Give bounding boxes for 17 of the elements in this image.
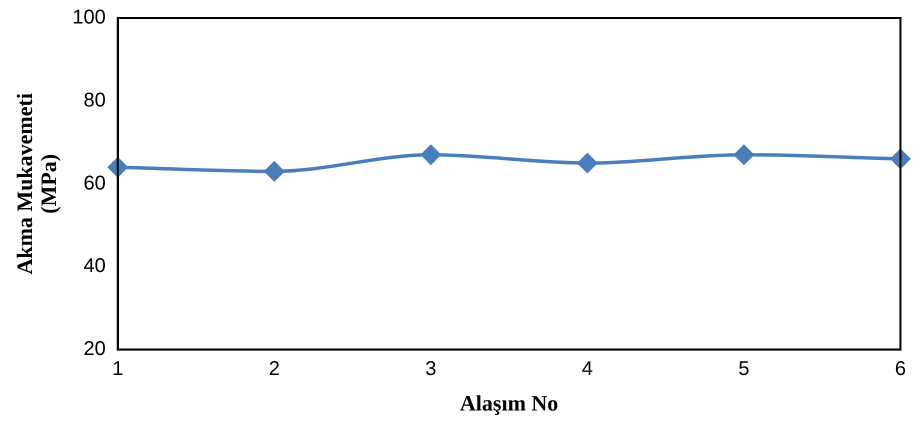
- y-tick-label: 100: [72, 6, 106, 29]
- y-tick-label: 20: [84, 338, 106, 360]
- point: [421, 145, 441, 165]
- x-tick-label: 3: [425, 358, 436, 380]
- y-axis-title: Akma Mukavemeti (MPa): [12, 93, 61, 275]
- x-tick-label: 6: [894, 358, 906, 380]
- x-tick-label: 4: [582, 358, 593, 380]
- y-tick-label: 60: [84, 172, 106, 194]
- x-tick-label: 1: [112, 358, 124, 380]
- point: [264, 162, 284, 182]
- y-tick-label: 80: [84, 89, 106, 112]
- x-tick-label: 2: [268, 358, 280, 380]
- x-tick-label: 5: [738, 358, 750, 380]
- y-tick-label: 40: [84, 255, 106, 278]
- point: [734, 145, 754, 165]
- point: [578, 153, 598, 173]
- x-axis-title: Alaşım No: [460, 390, 558, 416]
